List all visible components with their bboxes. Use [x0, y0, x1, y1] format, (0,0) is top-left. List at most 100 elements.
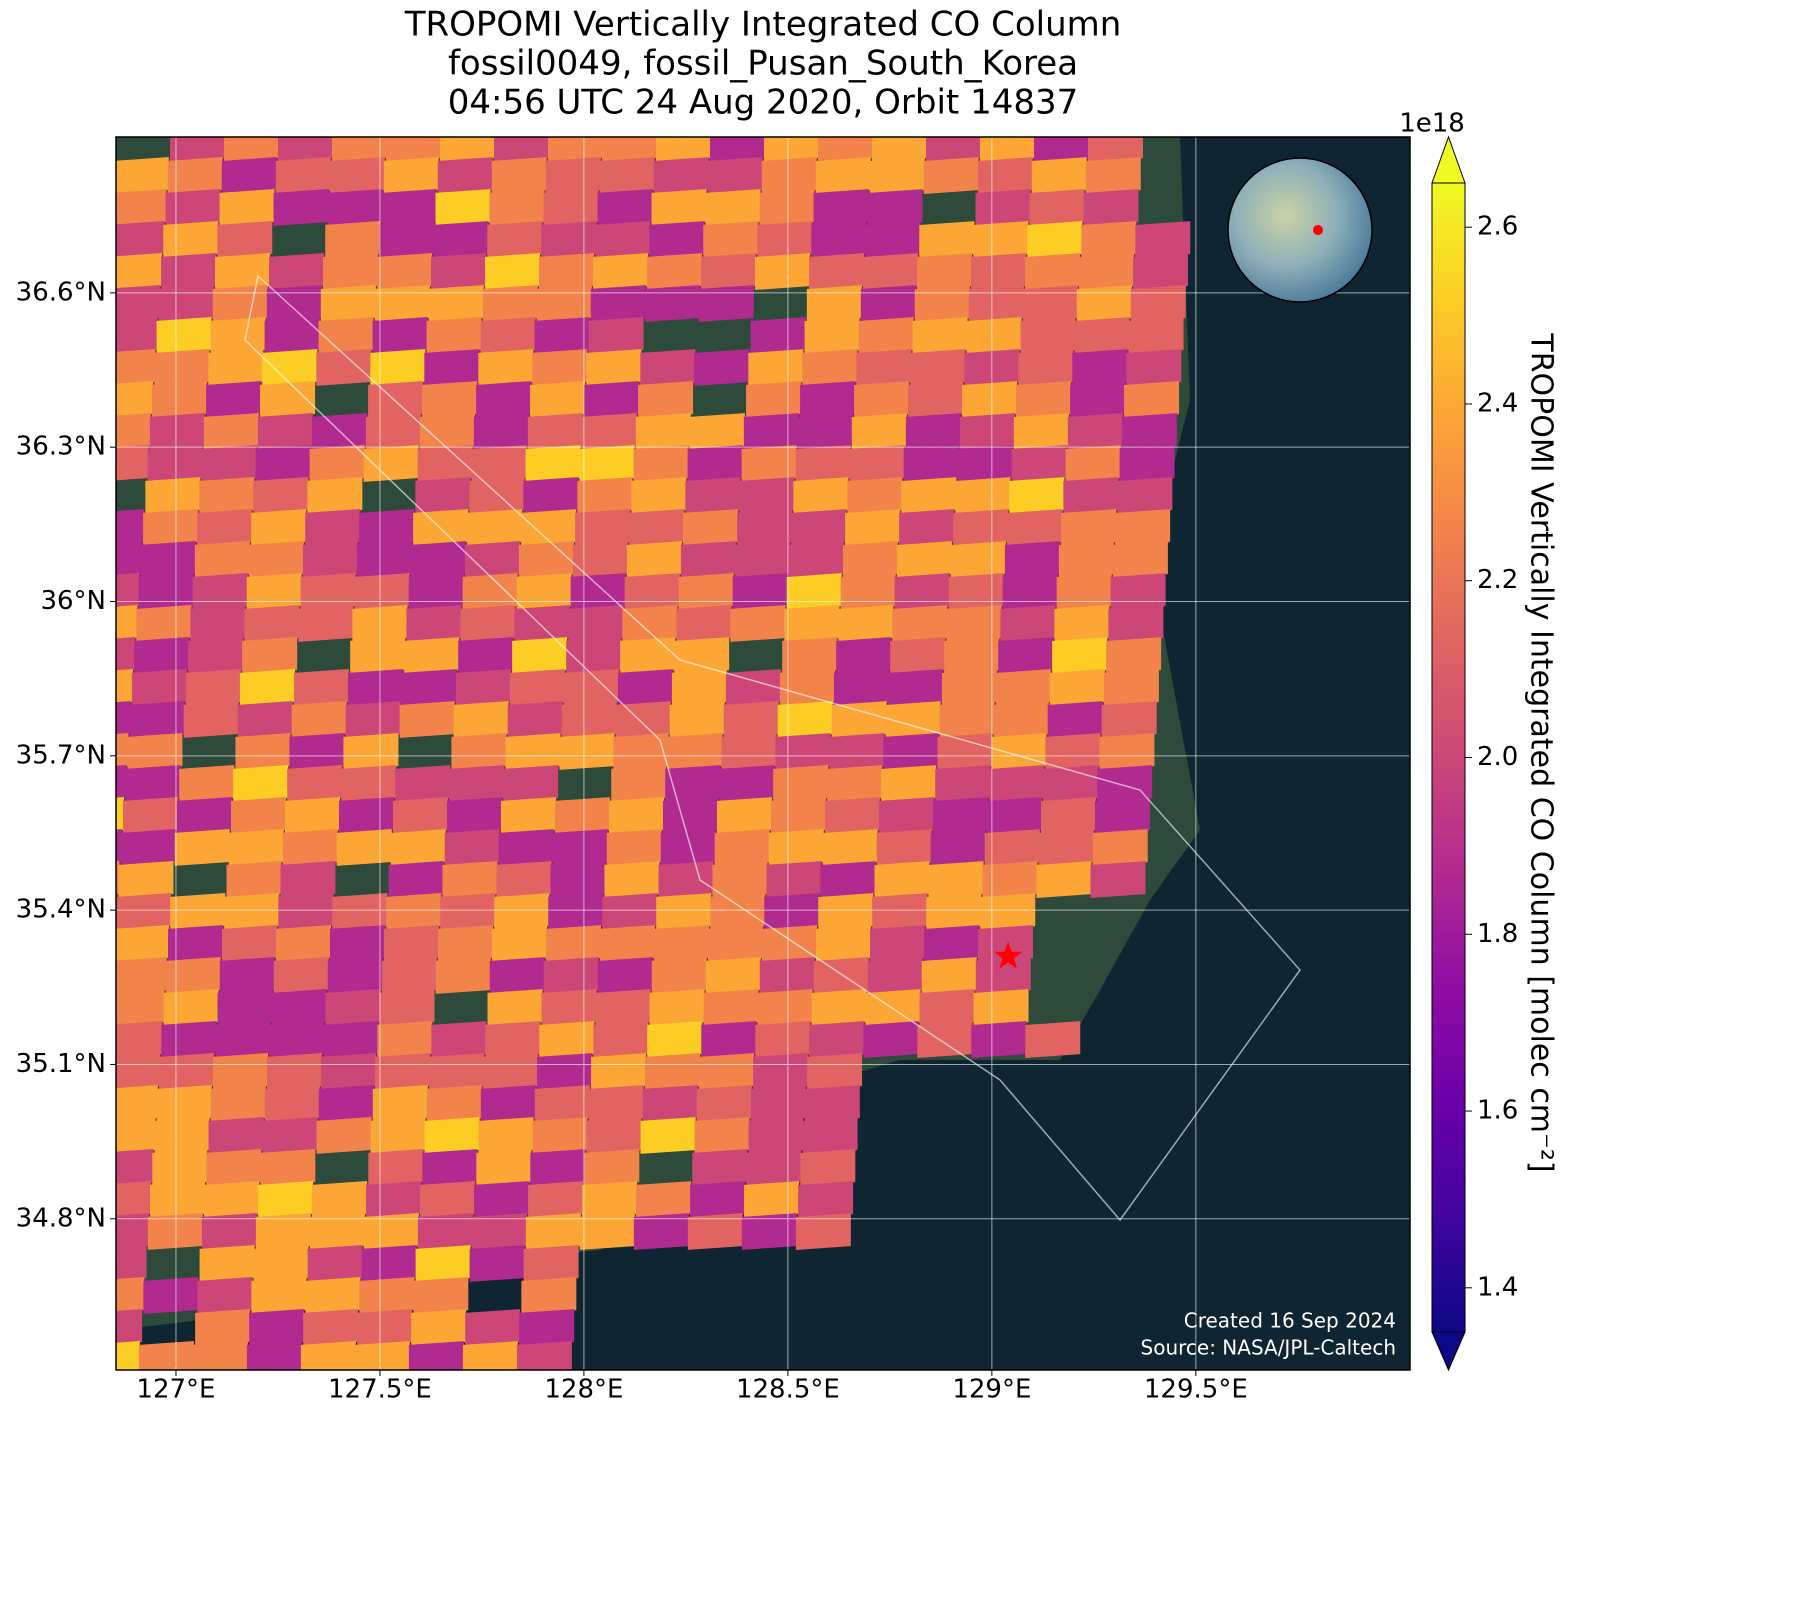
texture-tile	[739, 477, 795, 514]
texture-tile	[264, 1085, 320, 1122]
texture-tile	[471, 1213, 527, 1250]
texture-tile	[309, 445, 365, 482]
texture-tile	[31, 1341, 86, 1378]
texture-tile	[759, 189, 815, 226]
texture-tile	[597, 189, 653, 226]
texture-tile	[523, 1245, 579, 1282]
texture-tile	[473, 413, 529, 450]
texture-tile	[116, 925, 169, 962]
texture-tile	[321, 1053, 377, 1090]
texture-tile	[537, 1053, 593, 1090]
texture-tile	[138, 1341, 194, 1370]
texture-tile	[516, 1341, 572, 1370]
texture-tile	[530, 1149, 586, 1186]
texture-tile	[867, 957, 923, 994]
texture-tile	[1112, 541, 1168, 578]
texture-tile	[1092, 829, 1148, 866]
texture-tile	[116, 189, 167, 226]
texture-tile	[620, 637, 676, 674]
texture-tile	[116, 1053, 161, 1090]
texture-tile	[699, 1053, 755, 1090]
texture-tile	[170, 137, 225, 162]
texture-tile	[582, 1181, 638, 1218]
texture-tile	[698, 285, 754, 322]
texture-tile	[874, 861, 930, 898]
texture-tile	[676, 605, 732, 642]
texture-tile	[521, 1277, 577, 1314]
texture-tile	[581, 413, 637, 450]
texture-tile	[973, 989, 1029, 1026]
texture-tile	[548, 137, 603, 162]
texture-tile	[530, 381, 586, 418]
texture-tile	[251, 1277, 307, 1314]
texture-tile	[586, 349, 642, 386]
texture-tile	[991, 733, 1047, 770]
texture-tile	[968, 285, 1024, 322]
texture-tile	[757, 989, 813, 1026]
texture-tile	[379, 989, 435, 1026]
texture-tile	[420, 1181, 476, 1218]
texture-tile	[762, 925, 817, 962]
texture-tile	[464, 541, 520, 578]
texture-tile	[302, 541, 358, 578]
texture-tile	[541, 989, 597, 1026]
y-tick-label: 36°N	[40, 586, 106, 616]
texture-tile	[165, 189, 221, 226]
texture-tile	[116, 1341, 140, 1370]
texture-tile	[47, 1117, 102, 1154]
texture-tile	[1101, 701, 1157, 738]
texture-tile	[633, 1213, 689, 1250]
texture-tile	[332, 893, 388, 930]
texture-tile	[708, 925, 763, 962]
texture-tile	[116, 445, 149, 482]
texture-tile	[323, 1021, 379, 1058]
texture-tile	[624, 573, 680, 610]
texture-tile	[811, 221, 867, 258]
texture-tile	[791, 509, 847, 546]
texture-tile	[494, 893, 550, 930]
texture-tile	[854, 381, 910, 418]
texture-tile	[802, 349, 858, 386]
texture-tile	[437, 157, 493, 194]
x-tick-label: 127.5°E	[328, 1375, 432, 1405]
texture-tile	[759, 957, 815, 994]
title-line: 04:56 UTC 24 Aug 2020, Orbit 14837	[448, 83, 1078, 123]
texture-tile	[1076, 285, 1132, 322]
texture-tile	[1097, 765, 1153, 802]
texture-tile	[795, 1213, 851, 1250]
texture-tile	[721, 733, 777, 770]
texture-tile	[640, 349, 696, 386]
texture-tile	[323, 253, 379, 290]
texture-tile	[192, 573, 248, 610]
texture-tile	[1115, 509, 1171, 546]
texture-tile	[1011, 445, 1067, 482]
texture-tile	[332, 137, 387, 162]
texture-tile	[136, 605, 192, 642]
texture-tile	[896, 541, 952, 578]
texture-tile	[649, 989, 705, 1026]
texture-tile	[278, 893, 334, 930]
texture-tile	[492, 925, 547, 962]
texture-tile	[984, 829, 1040, 866]
texture-tile	[433, 221, 489, 258]
texture-tile	[586, 1117, 642, 1154]
texture-tile	[755, 1021, 811, 1058]
inset-globe	[1227, 157, 1373, 303]
texture-tile	[950, 541, 1006, 578]
colorbar-tick-label: 1.4	[1477, 1272, 1518, 1302]
texture-tile	[548, 893, 604, 930]
texture-tile	[816, 925, 871, 962]
texture-tile	[910, 349, 966, 386]
colorbar-offset: 1e18	[1399, 109, 1465, 139]
texture-tile	[1133, 253, 1189, 290]
texture-tile	[429, 1053, 485, 1090]
texture-tile	[525, 1213, 581, 1250]
texture-tile	[856, 349, 912, 386]
grid	[116, 137, 1410, 1370]
y-tick-label: 36.6°N	[16, 277, 106, 307]
texture-tile	[890, 637, 946, 674]
texture-tile	[424, 1117, 480, 1154]
texture-tile	[359, 1277, 415, 1314]
texture-tile	[156, 317, 212, 354]
